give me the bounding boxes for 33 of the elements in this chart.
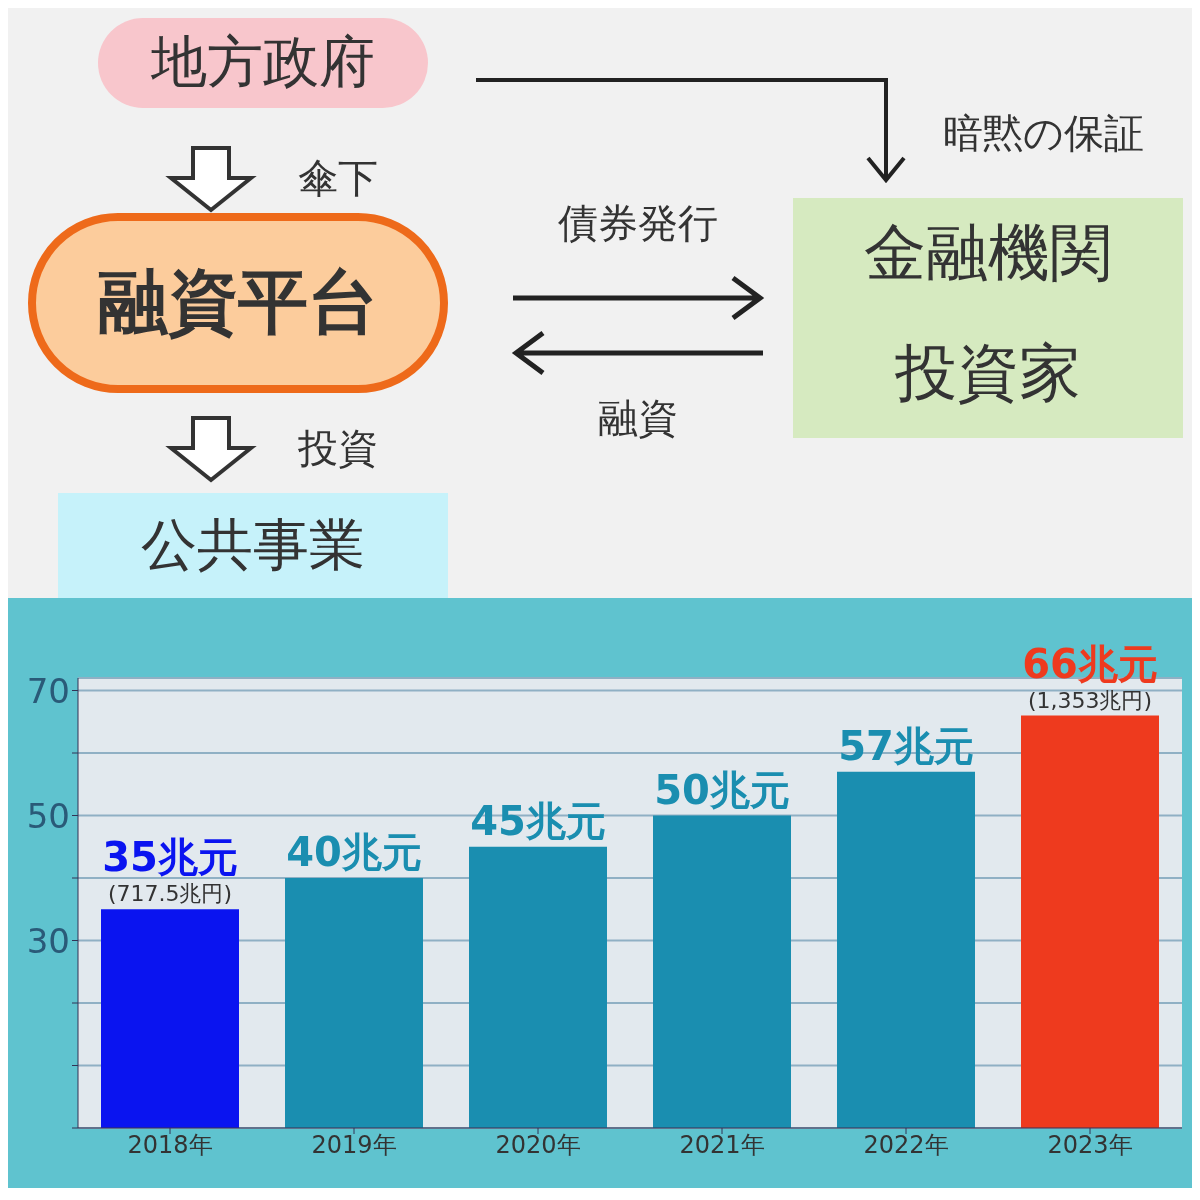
bar bbox=[1021, 715, 1159, 1128]
data-label: 40兆元 bbox=[286, 829, 422, 875]
text: 融資平台 bbox=[28, 213, 448, 393]
x-tick-label: 2022年 bbox=[863, 1131, 949, 1160]
bar bbox=[101, 909, 239, 1128]
text: 公共事業 bbox=[58, 493, 448, 598]
bar bbox=[469, 846, 607, 1128]
x-tick-label: 2018年 bbox=[127, 1131, 213, 1160]
text: 傘下 bbox=[297, 153, 379, 203]
data-label: 35兆元 bbox=[102, 834, 238, 881]
bar bbox=[285, 878, 423, 1128]
text: 投資 bbox=[297, 423, 379, 473]
text: 投資家 bbox=[793, 308, 1183, 438]
data-label: 45兆元 bbox=[470, 797, 606, 844]
bar bbox=[653, 815, 791, 1128]
x-tick-label: 2020年 bbox=[495, 1131, 581, 1160]
data-label: 66兆元 bbox=[1022, 640, 1158, 687]
annotation: (1,353兆円) bbox=[1027, 687, 1153, 713]
y-tick-label: 50 bbox=[26, 795, 70, 836]
data-label: 57兆元 bbox=[838, 722, 974, 769]
y-tick-label: 70 bbox=[26, 670, 70, 711]
bar bbox=[837, 771, 975, 1128]
x-tick-label: 2019年 bbox=[311, 1131, 397, 1160]
text: 金融機関 bbox=[793, 198, 1183, 308]
annotation: (717.5兆円) bbox=[107, 881, 233, 907]
data-label: 50兆元 bbox=[654, 766, 790, 813]
text: 地方政府 bbox=[98, 18, 428, 108]
text: 債券発行 bbox=[557, 198, 719, 248]
x-tick-label: 2021年 bbox=[679, 1131, 765, 1160]
text: 暗黙の保証 bbox=[941, 108, 1145, 158]
text: 融資 bbox=[597, 393, 679, 443]
x-tick-label: 2023年 bbox=[1047, 1131, 1133, 1160]
y-tick-label: 30 bbox=[26, 920, 70, 961]
